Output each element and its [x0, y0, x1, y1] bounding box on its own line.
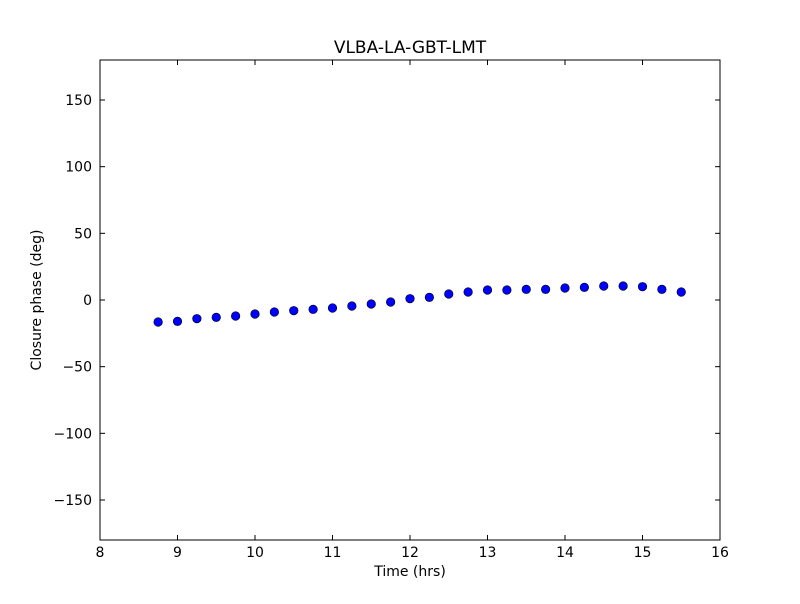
y-tick-label: 150 — [65, 93, 92, 109]
x-tick-label: 16 — [711, 545, 729, 561]
data-point — [560, 283, 570, 293]
data-point — [463, 287, 473, 297]
data-point — [231, 311, 241, 321]
x-tick-label: 14 — [556, 545, 574, 561]
data-point — [192, 314, 202, 324]
y-tick-label: −150 — [54, 493, 92, 509]
data-point — [327, 303, 338, 313]
axis-ticks: 8 9 10 11 12 13 14 15 16 −150 −100 −50 0 50 100 150 — [54, 60, 729, 561]
y-tick-label: −100 — [54, 426, 92, 442]
data-point — [172, 316, 183, 326]
x-tick-label: 8 — [96, 545, 105, 561]
y-tick-label: 0 — [83, 293, 92, 309]
plot-frame — [99, 59, 721, 541]
x-tick-label: 9 — [173, 545, 182, 561]
data-point — [269, 307, 279, 317]
y-tick-label: 50 — [74, 226, 92, 242]
y-tick-label: −50 — [62, 360, 92, 376]
data-point — [347, 301, 357, 311]
data-points — [153, 281, 686, 327]
data-point — [618, 281, 628, 291]
data-point — [405, 294, 415, 304]
data-point — [541, 284, 551, 294]
chart-title: VLBA-LA-GBT-LMT — [334, 38, 487, 58]
data-point — [424, 292, 434, 302]
data-point — [289, 306, 299, 316]
data-point — [599, 281, 609, 291]
x-axis-label: Time (hrs) — [373, 564, 446, 580]
x-tick-label: 15 — [634, 545, 652, 561]
x-tick-label: 11 — [324, 545, 342, 561]
data-point — [676, 287, 686, 297]
data-point — [521, 284, 531, 294]
data-point — [308, 304, 318, 314]
x-tick-label: 12 — [401, 545, 419, 561]
y-tick-label: 100 — [65, 160, 92, 176]
x-tick-label: 10 — [246, 545, 264, 561]
data-point — [657, 284, 667, 294]
data-point — [386, 297, 396, 307]
data-point — [579, 282, 589, 292]
y-axis-label: Closure phase (deg) — [29, 230, 45, 371]
x-tick-label: 13 — [479, 545, 497, 561]
data-point — [250, 309, 260, 319]
data-point — [153, 317, 163, 327]
data-point — [366, 299, 376, 309]
data-point — [637, 282, 648, 292]
data-point — [211, 312, 221, 322]
data-point — [444, 289, 454, 299]
data-point — [482, 285, 493, 295]
data-point — [502, 285, 512, 295]
